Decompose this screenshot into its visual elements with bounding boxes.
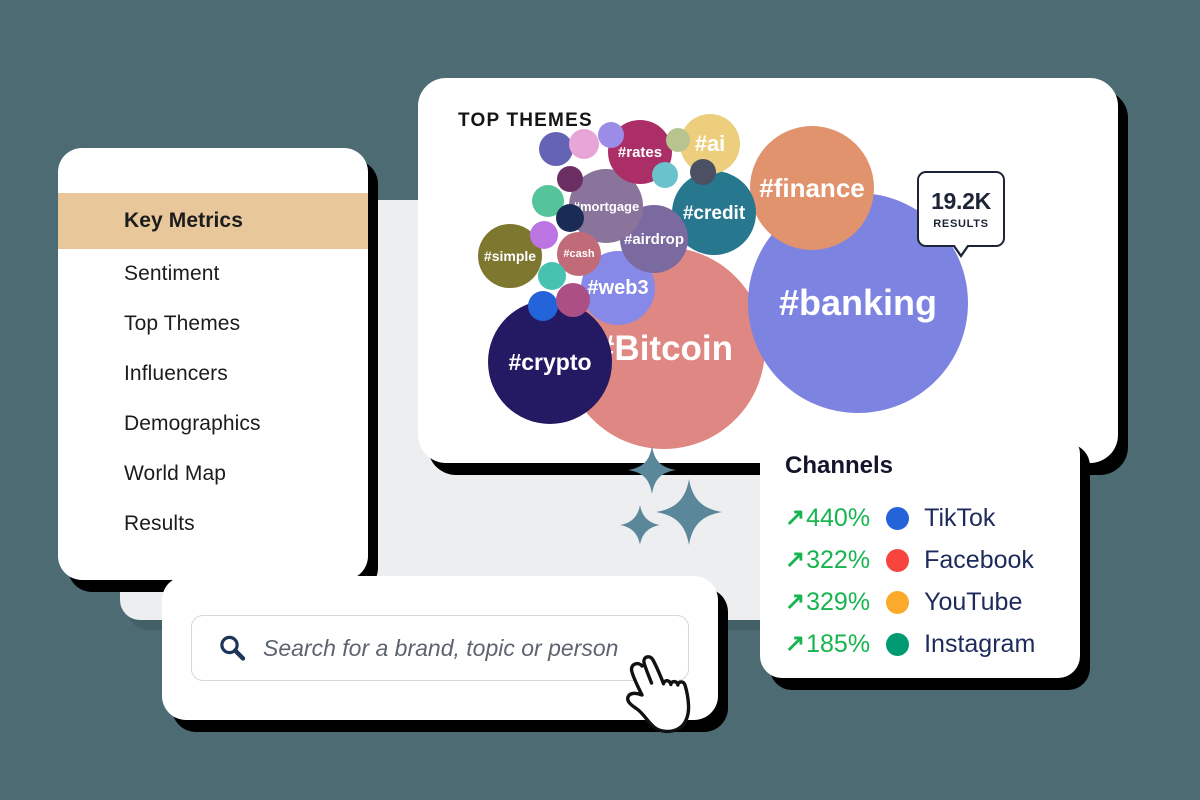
channels-card: Channels ↗ 440% TikTok ↗ 322% Facebook ↗ 329% Yo… [760, 432, 1080, 678]
channel-percent: 322% [806, 545, 871, 574]
sidebar-item-sentiment[interactable]: Sentiment [124, 262, 220, 285]
channel-color-dot [886, 632, 910, 656]
bubble-unlabeled[interactable] [539, 132, 573, 166]
bubble-unlabeled[interactable] [528, 291, 558, 321]
bubble-unlabeled[interactable] [556, 283, 590, 317]
trend-up-arrow-icon: ↗ [785, 546, 806, 573]
sidebar-menu: Key Metrics Sentiment Top Themes Influencer… [58, 148, 368, 549]
sidebar-item-influencers[interactable]: Influencers [124, 362, 228, 385]
sidebar-item-top-themes[interactable]: Top Themes [124, 312, 241, 335]
bubble-unlabeled[interactable] [598, 122, 624, 148]
bubble-unlabeled[interactable] [530, 221, 558, 249]
trend-up-arrow-icon: ↗ [785, 588, 806, 615]
channel-name: Instagram [924, 629, 1036, 658]
search-box[interactable] [191, 615, 689, 681]
search-input[interactable] [263, 634, 688, 662]
channel-row[interactable]: ↗ 440% TikTok [785, 497, 1064, 539]
bubble-unlabeled[interactable] [666, 128, 690, 152]
channel-color-dot [886, 548, 910, 572]
channels-title: Channels [785, 452, 894, 479]
channel-name: YouTube [924, 587, 1023, 616]
sidebar-item-key-metrics[interactable]: Key Metrics [58, 193, 368, 249]
bubble-unlabeled[interactable] [538, 262, 566, 290]
channel-percent: 329% [806, 587, 871, 616]
sparkle-icon-large [656, 479, 722, 545]
bubble-unlabeled[interactable] [690, 159, 716, 185]
channel-name: Facebook [924, 545, 1034, 574]
top-themes-title: TOP THEMES [458, 110, 593, 131]
badge-tail-fill [954, 244, 968, 254]
trend-up-arrow-icon: ↗ [785, 504, 806, 531]
sidebar-item-world-map[interactable]: World Map [124, 462, 227, 485]
channel-percent: 440% [806, 503, 871, 532]
channel-row[interactable]: ↗ 329% YouTube [785, 581, 1064, 623]
bubble-unlabeled[interactable] [569, 129, 599, 159]
bubble-chart[interactable]: #Bitcoin #banking #crypto #finance #credit #a… [418, 78, 1118, 463]
top-themes-card: #Bitcoin #banking #crypto #finance #credit #a… [418, 78, 1118, 463]
bubble-finance[interactable]: #finance [750, 126, 874, 250]
bubble-unlabeled[interactable] [557, 166, 583, 192]
channel-row[interactable]: ↗ 185% Instagram [785, 623, 1064, 665]
results-label: RESULTS [933, 218, 989, 230]
channel-percent: 185% [806, 629, 871, 658]
search-icon [217, 633, 247, 663]
channel-color-dot [886, 590, 910, 614]
trend-up-arrow-icon: ↗ [785, 630, 806, 657]
sparkle-icon-small-bottom [620, 505, 660, 545]
results-badge: 19.2K RESULTS [917, 171, 1005, 258]
results-value: 19.2K [931, 188, 991, 214]
bubble-unlabeled[interactable] [556, 204, 584, 232]
search-card [162, 576, 718, 720]
bubble-crypto[interactable]: #crypto [488, 300, 612, 424]
bubble-unlabeled[interactable] [652, 162, 678, 188]
channel-row[interactable]: ↗ 322% Facebook [785, 539, 1064, 581]
channels-list: ↗ 440% TikTok ↗ 322% Facebook ↗ 329% YouTube ↗ 185… [785, 497, 1064, 665]
channel-color-dot [886, 506, 910, 530]
sparkle-icon-small-top [628, 446, 676, 494]
pointing-hand-cursor [626, 655, 691, 734]
channel-name: TikTok [924, 503, 996, 532]
sidebar-card: Key Metrics Sentiment Top Themes Influencer… [58, 148, 368, 580]
sidebar-item-results[interactable]: Results [124, 512, 195, 535]
sidebar-item-demographics[interactable]: Demographics [124, 412, 261, 435]
